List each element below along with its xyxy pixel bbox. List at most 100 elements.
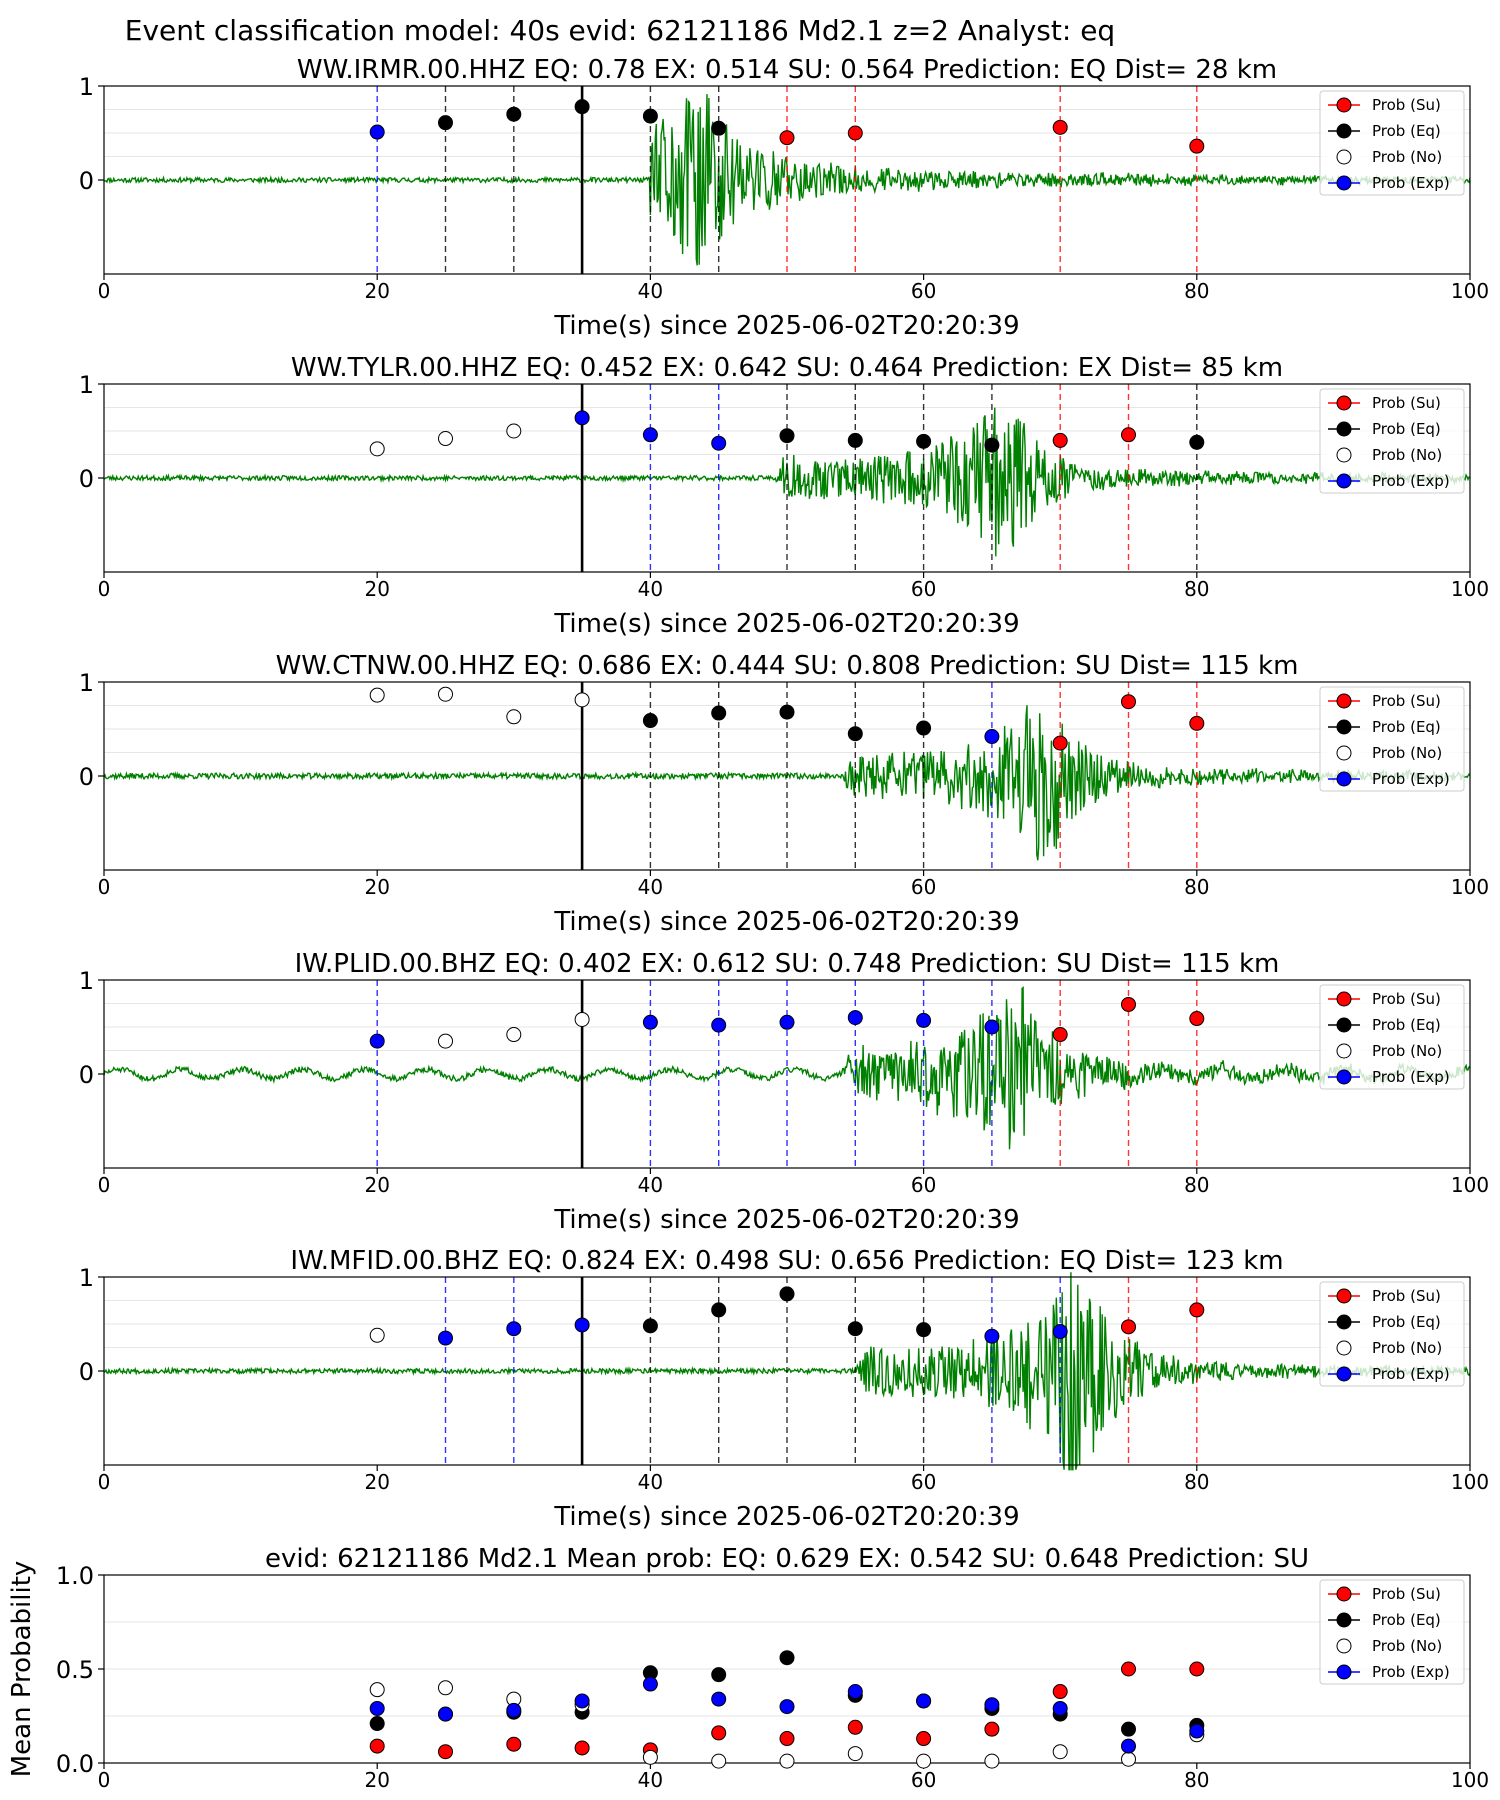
- legend-label: Prob (Eq): [1372, 718, 1441, 736]
- legend-label: Prob (Su): [1372, 1287, 1441, 1305]
- x-tick-label: 40: [638, 279, 663, 303]
- y-tick-label: 0: [79, 1358, 94, 1386]
- legend-marker-eq: [1336, 421, 1352, 437]
- legend-marker-su: [1336, 97, 1352, 113]
- prob-marker-no: [438, 1680, 453, 1696]
- prob-marker-exp: [642, 1676, 658, 1692]
- chart-panel-6: evid: 62121186 Md2.1 Mean prob: EQ: 0.62…: [7, 1544, 1489, 1792]
- x-tick-label: 60: [911, 279, 936, 303]
- x-axis-label: Time(s) since 2025-06-02T20:20:39: [553, 907, 1019, 937]
- prob-marker-eq: [847, 1321, 863, 1337]
- panel-title: WW.CTNW.00.HHZ EQ: 0.686 EX: 0.444 SU: 0…: [276, 651, 1299, 681]
- legend-marker-su: [1336, 1586, 1352, 1602]
- chart-panel-3: WW.CTNW.00.HHZ EQ: 0.686 EX: 0.444 SU: 0…: [79, 651, 1489, 937]
- x-tick-label: 20: [364, 1470, 389, 1494]
- y-tick-label: 1: [79, 1264, 94, 1292]
- legend-marker-no: [1336, 1043, 1352, 1059]
- x-tick-label: 40: [638, 1173, 663, 1197]
- x-tick-label: 0: [98, 875, 111, 899]
- y-tick-label: 0.5: [56, 1656, 94, 1684]
- legend-marker-exp: [1336, 1664, 1352, 1680]
- prob-marker-no: [369, 687, 385, 703]
- legend-marker-no: [1336, 447, 1352, 463]
- prob-marker-eq: [779, 428, 795, 444]
- prob-marker-no: [711, 1753, 727, 1769]
- prob-marker-su: [779, 130, 795, 146]
- legend-label: Prob (No): [1372, 1042, 1442, 1060]
- prob-marker-su: [711, 1725, 727, 1741]
- prob-marker-no: [779, 1753, 795, 1769]
- legend-label: Prob (Su): [1372, 692, 1441, 710]
- x-tick-label: 40: [638, 1470, 663, 1494]
- prob-marker-su: [1189, 1011, 1205, 1027]
- x-tick-label: 100: [1451, 577, 1489, 601]
- y-tick-label: 0: [79, 465, 94, 493]
- y-tick-label: 0: [79, 167, 94, 195]
- panel-title: IW.MFID.00.BHZ EQ: 0.824 EX: 0.498 SU: 0…: [290, 1246, 1283, 1276]
- prob-marker-exp: [916, 1693, 932, 1709]
- prob-marker-exp: [574, 1317, 590, 1333]
- prob-marker-su: [369, 1738, 385, 1754]
- legend-label: Prob (Exp): [1372, 770, 1450, 788]
- prob-marker-exp: [574, 410, 590, 426]
- prob-marker-no: [506, 423, 522, 439]
- prob-marker-exp: [984, 729, 1000, 745]
- chart-panel-1: WW.IRMR.00.HHZ EQ: 0.78 EX: 0.514 SU: 0.…: [79, 55, 1489, 341]
- prob-marker-exp: [984, 1697, 1000, 1713]
- prob-marker-su: [1052, 735, 1068, 751]
- legend-marker-eq: [1336, 1314, 1352, 1330]
- prob-marker-exp: [984, 1328, 1000, 1344]
- x-tick-label: 40: [638, 577, 663, 601]
- x-tick-label: 20: [364, 279, 389, 303]
- prob-marker-no: [574, 1011, 590, 1027]
- chart-panels: WW.IRMR.00.HHZ EQ: 0.78 EX: 0.514 SU: 0.…: [7, 55, 1489, 1792]
- x-tick-label: 0: [98, 279, 111, 303]
- x-axis-label: Time(s) since 2025-06-02T20:20:39: [553, 609, 1019, 639]
- legend-marker-no: [1336, 1340, 1352, 1356]
- waveform-trace: [103, 986, 1471, 1150]
- prob-marker-eq: [642, 713, 658, 729]
- prob-marker-su: [1052, 119, 1068, 135]
- panel-title: WW.IRMR.00.HHZ EQ: 0.78 EX: 0.514 SU: 0.…: [297, 55, 1277, 85]
- x-tick-label: 100: [1451, 1768, 1489, 1792]
- x-axis-label: Time(s) since 2025-06-02T20:20:39: [553, 1502, 1019, 1532]
- y-tick-label: 0.0: [56, 1750, 94, 1778]
- prob-marker-exp: [1052, 1324, 1068, 1340]
- legend-marker-no: [1336, 1638, 1352, 1654]
- prob-marker-su: [1121, 1661, 1136, 1677]
- y-tick-label: 1: [79, 73, 94, 101]
- prob-marker-su: [847, 1719, 863, 1735]
- prob-marker-eq: [711, 120, 727, 136]
- figure-title: Event classification model: 40s evid: 62…: [125, 14, 1115, 47]
- prob-marker-no: [369, 1327, 385, 1343]
- x-tick-label: 80: [1184, 1470, 1209, 1494]
- legend-marker-exp: [1336, 1069, 1352, 1085]
- prob-marker-eq: [711, 705, 727, 721]
- legend-label: Prob (No): [1372, 744, 1442, 762]
- prob-marker-eq: [574, 99, 590, 115]
- prob-marker-eq: [984, 437, 1000, 453]
- prob-marker-eq: [1189, 434, 1205, 450]
- x-tick-label: 40: [638, 875, 663, 899]
- prob-marker-su: [1189, 138, 1205, 154]
- y-tick-label: 1: [79, 669, 94, 697]
- prob-marker-no: [1121, 1751, 1136, 1767]
- panel-title: IW.PLID.00.BHZ EQ: 0.402 EX: 0.612 SU: 0…: [295, 949, 1280, 979]
- prob-marker-eq: [779, 704, 795, 720]
- x-tick-label: 20: [364, 577, 389, 601]
- prob-marker-no: [506, 1027, 522, 1043]
- legend-label: Prob (Su): [1372, 990, 1441, 1008]
- prob-marker-su: [1189, 1302, 1205, 1318]
- prob-marker-no: [847, 1746, 863, 1762]
- prob-marker-eq: [779, 1286, 795, 1302]
- prob-marker-su: [506, 1736, 522, 1752]
- x-tick-label: 0: [98, 1470, 111, 1494]
- legend-marker-su: [1336, 1288, 1352, 1304]
- prob-marker-su: [1121, 996, 1136, 1012]
- prob-marker-su: [1052, 1684, 1068, 1700]
- chart-panel-5: IW.MFID.00.BHZ EQ: 0.824 EX: 0.498 SU: 0…: [79, 1246, 1489, 1532]
- legend-label: Prob (Exp): [1372, 472, 1450, 490]
- y-axis-label: Mean Probability: [7, 1561, 37, 1778]
- y-tick-label: 1.0: [56, 1562, 94, 1590]
- prob-marker-no: [916, 1753, 932, 1769]
